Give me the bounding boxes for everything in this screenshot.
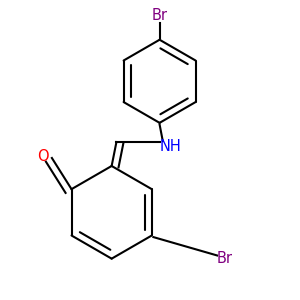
Text: O: O — [37, 149, 49, 164]
Text: Br: Br — [152, 8, 168, 23]
Text: NH: NH — [160, 139, 182, 154]
Text: Br: Br — [217, 251, 233, 266]
